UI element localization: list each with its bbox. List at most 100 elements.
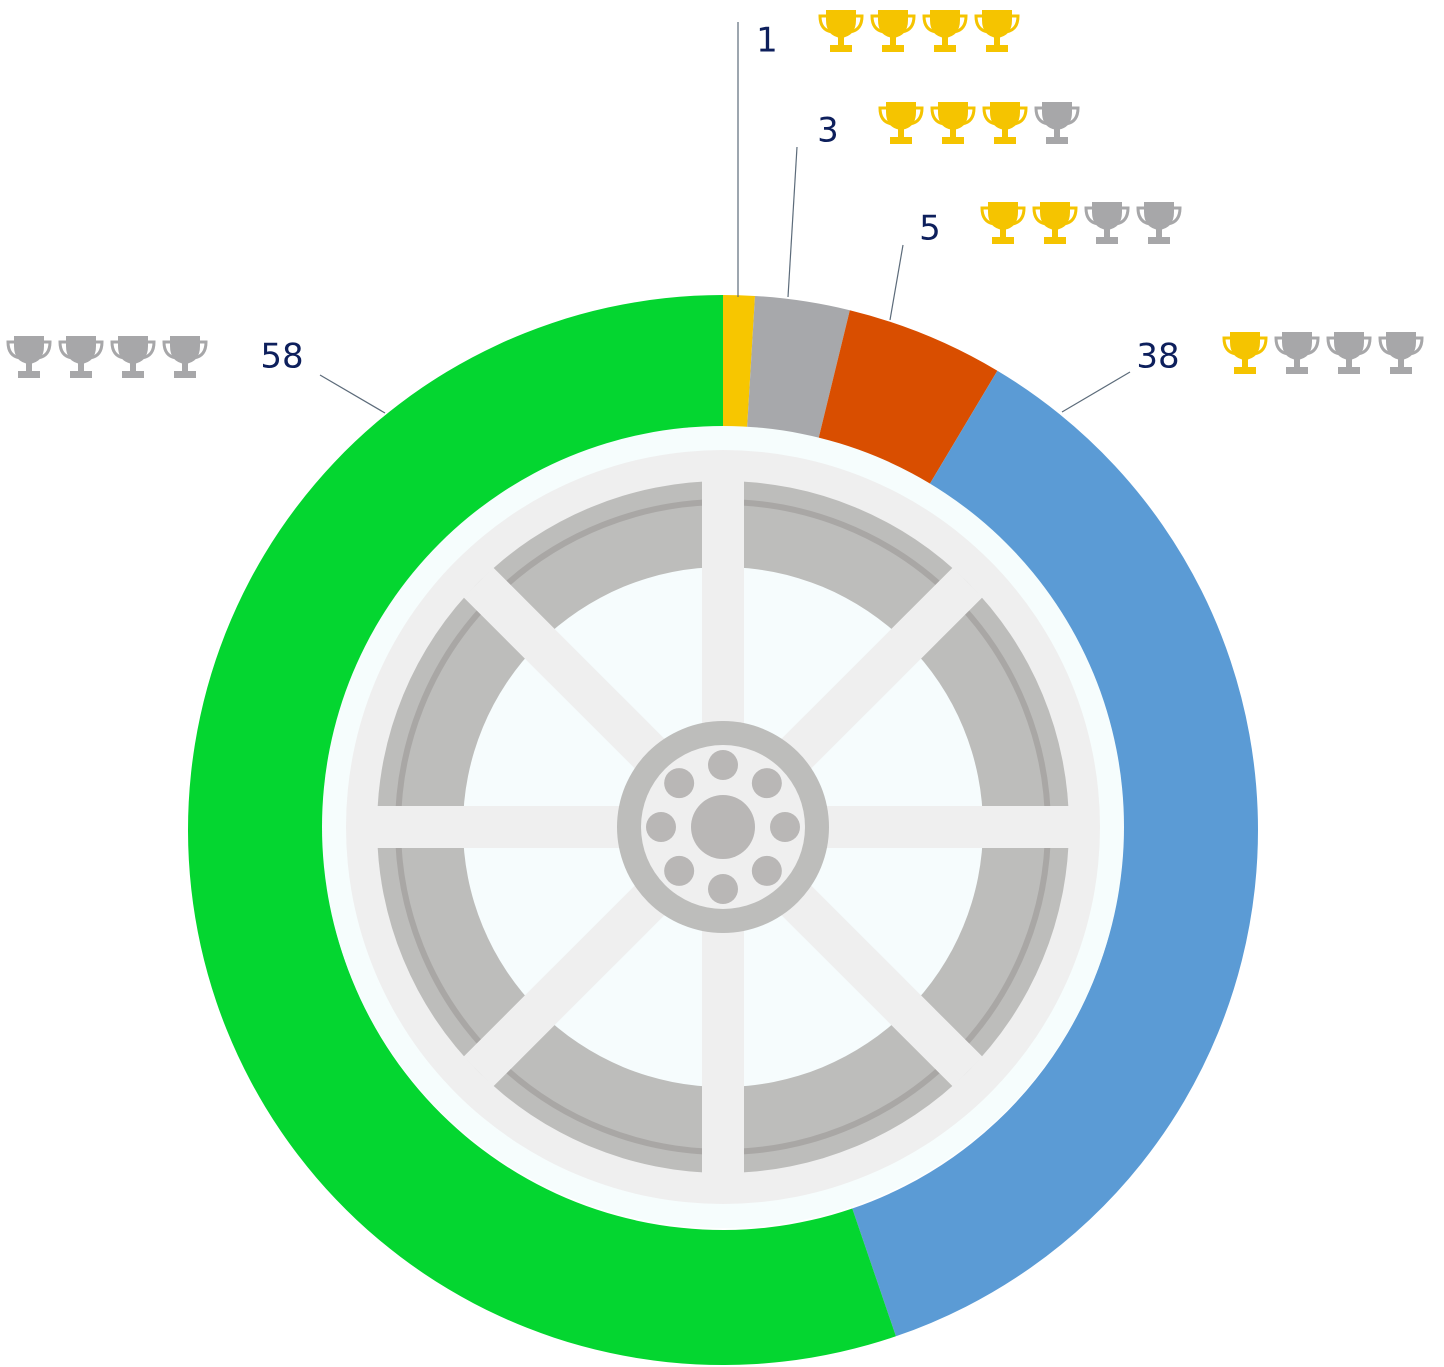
trophy-stem (182, 363, 188, 372)
trophy-cup (886, 102, 916, 130)
leader-line (1062, 372, 1130, 412)
trophy-base (986, 45, 1008, 52)
trophy (1380, 332, 1422, 374)
trophy-base (890, 137, 912, 144)
lug-nut (664, 856, 694, 886)
trophy-cup (170, 336, 200, 364)
value-label: 3 (817, 111, 839, 151)
trophy-cup (66, 336, 96, 364)
trophy (880, 102, 922, 144)
trophy-row (1224, 332, 1422, 374)
trophy-stem (1156, 229, 1162, 238)
trophy (932, 102, 974, 144)
trophy-base (122, 371, 144, 378)
trophy-cup (938, 102, 968, 130)
trophy (1034, 202, 1076, 244)
trophy-stem (898, 129, 904, 138)
trophy (924, 10, 966, 52)
trophy-base (830, 45, 852, 52)
trophy-row (820, 10, 1018, 52)
trophy-stem (78, 363, 84, 372)
leader-line (788, 147, 797, 297)
lug-nut (708, 750, 738, 780)
trophy-cup (1230, 332, 1260, 360)
trophy-stem (950, 129, 956, 138)
leader-line (320, 375, 385, 413)
trophy (982, 202, 1024, 244)
trophy-cup (1386, 332, 1416, 360)
trophy-base (1338, 367, 1360, 374)
trophy-cup (1144, 202, 1174, 230)
trophy-base (882, 45, 904, 52)
trophy-cup (14, 336, 44, 364)
trophy-cup (826, 10, 856, 38)
trophy-stem (130, 363, 136, 372)
trophy (8, 336, 50, 378)
value-label: 58 (260, 337, 303, 377)
trophy-cup (1092, 202, 1122, 230)
trophy (1036, 102, 1078, 144)
trophy-base (1286, 367, 1308, 374)
trophy-stem (1000, 229, 1006, 238)
trophy-base (70, 371, 92, 378)
trophy (60, 336, 102, 378)
lug-nut (752, 856, 782, 886)
trophy-cup (1040, 202, 1070, 230)
trophy-stem (942, 37, 948, 46)
trophy-base (18, 371, 40, 378)
leader-line (890, 245, 903, 320)
trophy-cup (930, 10, 960, 38)
trophy-stem (1002, 129, 1008, 138)
trophy-cup (990, 102, 1020, 130)
trophy-stem (1052, 229, 1058, 238)
lug-nut (708, 874, 738, 904)
trophy-cup (982, 10, 1012, 38)
trophy-base (1046, 137, 1068, 144)
value-label: 1 (756, 21, 778, 61)
chart: 1 3 5 38 58 (0, 0, 1444, 1367)
trophy-stem (1054, 129, 1060, 138)
lug-nut (664, 768, 694, 798)
trophy (984, 102, 1026, 144)
page: {"chart_data": {"type": "donut", "values… (0, 0, 1444, 1367)
lug-nut (770, 812, 800, 842)
trophy-base (1096, 237, 1118, 244)
value-label: 38 (1136, 337, 1179, 377)
trophy-stem (838, 37, 844, 46)
trophy-row (982, 202, 1180, 244)
trophy-base (942, 137, 964, 144)
trophy-row (8, 336, 206, 378)
trophy-stem (1294, 359, 1300, 368)
value-label: 5 (919, 209, 941, 249)
lug-nut (752, 768, 782, 798)
trophy-base (174, 371, 196, 378)
trophy-base (994, 137, 1016, 144)
trophy-cup (1334, 332, 1364, 360)
trophy-stem (1398, 359, 1404, 368)
trophy (1138, 202, 1180, 244)
trophy-cup (118, 336, 148, 364)
trophy (112, 336, 154, 378)
trophy-stem (1242, 359, 1248, 368)
trophy-stem (890, 37, 896, 46)
trophy-base (1390, 367, 1412, 374)
trophy (976, 10, 1018, 52)
trophy-cup (1282, 332, 1312, 360)
trophy-stem (994, 37, 1000, 46)
trophy-base (992, 237, 1014, 244)
trophy-stem (1346, 359, 1352, 368)
hub-center (691, 795, 755, 859)
trophy-row (880, 102, 1078, 144)
trophy (1276, 332, 1318, 374)
trophy (1086, 202, 1128, 244)
trophy-cup (878, 10, 908, 38)
trophy (1328, 332, 1370, 374)
trophy-stem (26, 363, 32, 372)
trophy-base (1148, 237, 1170, 244)
trophy (872, 10, 914, 52)
trophy (164, 336, 206, 378)
wheel (322, 426, 1124, 1228)
lug-nut (646, 812, 676, 842)
trophy (820, 10, 862, 52)
trophy-cup (1042, 102, 1072, 130)
